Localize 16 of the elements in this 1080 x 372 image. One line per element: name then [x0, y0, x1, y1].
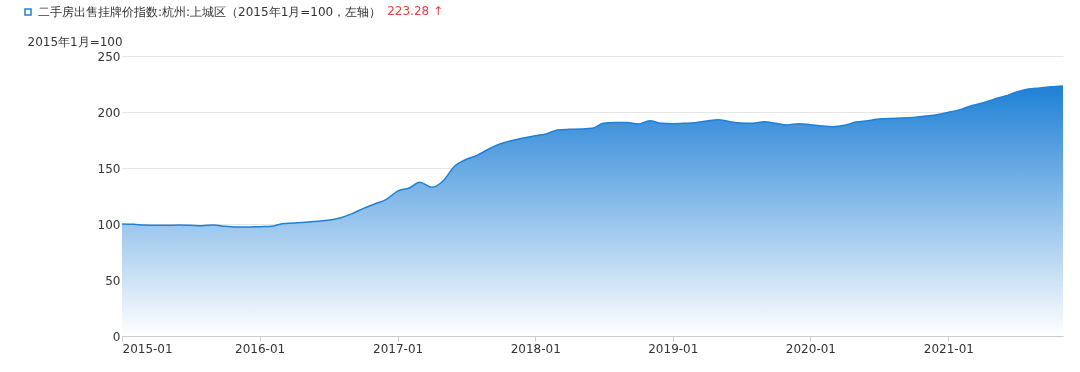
x-tick-label: 2015-01	[122, 341, 173, 356]
x-tick-label: 2021-01	[923, 341, 974, 356]
y-tick-label: 0	[112, 329, 121, 344]
y-tick-label: 150	[97, 161, 121, 176]
y-tick-label: 100	[97, 217, 121, 232]
y-axis-title: 2015年1月=100	[27, 34, 123, 49]
x-tick-label: 2017-01	[373, 341, 424, 356]
x-tick-label: 2020-01	[785, 341, 836, 356]
y-tick-label: 200	[97, 105, 121, 120]
legend-label: 二手房出售挂牌价指数:杭州:上城区（2015年1月=100，左轴）	[38, 5, 382, 19]
x-tick-label: 2016-01	[235, 341, 286, 356]
x-tick-label: 2019-01	[648, 341, 699, 356]
y-tick-label: 50	[105, 273, 121, 288]
text: 223.28 ↑	[387, 4, 444, 18]
x-tick-label: 2018-01	[510, 341, 561, 356]
y-tick-label: 250	[97, 49, 121, 64]
